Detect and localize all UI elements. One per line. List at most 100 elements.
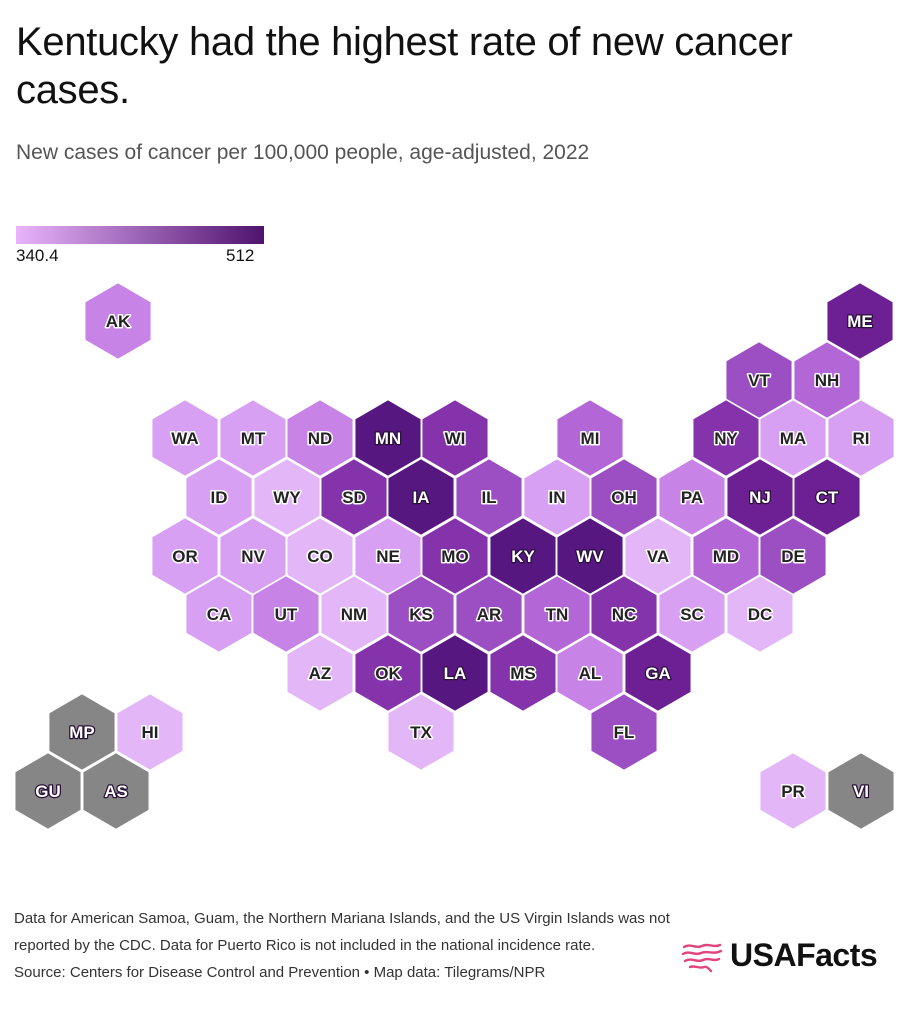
- state-label: VI: [853, 782, 869, 801]
- legend-gradient-bar: [16, 226, 264, 244]
- state-hex-shape: [81, 751, 151, 831]
- state-hex-pa: PA: [657, 457, 727, 537]
- state-hex-shape: [420, 633, 490, 713]
- state-label: WY: [273, 488, 301, 507]
- state-hex-mn: MN: [353, 398, 423, 478]
- state-hex-shape: [184, 457, 254, 537]
- usafacts-logo[interactable]: USAFacts: [680, 934, 900, 978]
- state-hex-nj: NJ: [725, 457, 795, 537]
- state-label: NV: [241, 547, 265, 566]
- state-label: OR: [172, 547, 198, 566]
- state-hex-ga: GA: [623, 633, 693, 713]
- state-hex-wi: WI: [420, 398, 490, 478]
- state-label: AZ: [309, 664, 332, 683]
- state-label: NY: [714, 429, 738, 448]
- state-hex-shape: [386, 457, 456, 537]
- state-label: HI: [142, 723, 159, 742]
- state-label: DE: [781, 547, 805, 566]
- footnote: Data for American Samoa, Guam, the North…: [14, 905, 674, 986]
- state-hex-shape: [555, 398, 625, 478]
- state-hex-shape: [589, 457, 659, 537]
- state-label: AK: [106, 312, 131, 331]
- state-label: PA: [681, 488, 703, 507]
- state-label: MD: [713, 547, 739, 566]
- state-label: LA: [444, 664, 467, 683]
- state-hex-shape: [454, 457, 524, 537]
- state-hex-shape: [386, 574, 456, 654]
- state-hex-fl: FL: [589, 692, 659, 772]
- state-label: KY: [511, 547, 535, 566]
- state-hex-shape: [115, 692, 185, 772]
- state-label: ND: [308, 429, 333, 448]
- state-hex-shape: [589, 574, 659, 654]
- state-label: SD: [342, 488, 366, 507]
- state-label: IN: [549, 488, 566, 507]
- state-hex-shape: [623, 633, 693, 713]
- state-hex-shape: [758, 398, 828, 478]
- state-hex-sc: SC: [657, 574, 727, 654]
- state-hex-de: DE: [758, 516, 828, 596]
- state-label: CO: [307, 547, 333, 566]
- state-hex-mo: MO: [420, 516, 490, 596]
- state-label: AS: [104, 782, 128, 801]
- state-hex-shape: [251, 574, 321, 654]
- state-label: RI: [853, 429, 870, 448]
- state-hex-nh: NH: [792, 340, 862, 420]
- state-hex-shape: [386, 692, 456, 772]
- state-hex-shape: [150, 398, 220, 478]
- state-hex-ak: AK: [83, 281, 153, 361]
- state-hex-ma: MA: [758, 398, 828, 478]
- state-hex-wy: WY: [252, 457, 322, 537]
- state-label: MN: [375, 429, 401, 448]
- state-hex-as: AS: [81, 751, 151, 831]
- state-hex-wa: WA: [150, 398, 220, 478]
- state-label: ME: [847, 312, 873, 331]
- hex-tile-map: AK ME VT NH WA MT ND MN WI MI NY MA RI ID WY SD IA IL IN OH…: [13, 281, 896, 831]
- state-hex-il: IL: [454, 457, 524, 537]
- state-label: MT: [241, 429, 266, 448]
- state-hex-oh: OH: [589, 457, 659, 537]
- footnote-note: Data for American Samoa, Guam, the North…: [14, 910, 670, 954]
- state-label: MI: [581, 429, 600, 448]
- state-hex-tx: TX: [386, 692, 456, 772]
- state-hex-shape: [47, 692, 117, 772]
- legend-max-label: 512: [226, 246, 255, 265]
- state-label: SC: [680, 605, 704, 624]
- state-hex-ms: MS: [488, 633, 558, 713]
- state-label: IL: [481, 488, 496, 507]
- state-label: GA: [645, 664, 671, 683]
- state-hex-tn: TN: [522, 574, 592, 654]
- state-label: TX: [410, 723, 432, 742]
- state-label: GU: [35, 782, 61, 801]
- state-hex-mi: MI: [555, 398, 625, 478]
- state-hex-shape: [13, 751, 83, 831]
- state-hex-ri: RI: [826, 398, 896, 478]
- state-hex-shape: [758, 751, 828, 831]
- state-label: WI: [445, 429, 466, 448]
- state-label: AL: [579, 664, 602, 683]
- state-hex-shape: [825, 281, 895, 361]
- state-hex-shape: [589, 692, 659, 772]
- state-hex-vt: VT: [724, 340, 794, 420]
- state-hex-shape: [657, 574, 727, 654]
- legend-min-label: 340.4: [16, 246, 59, 265]
- state-label: FL: [614, 723, 635, 742]
- state-hex-nm: NM: [319, 574, 389, 654]
- state-label: NM: [341, 605, 367, 624]
- state-label: NE: [376, 547, 400, 566]
- state-label: NC: [612, 605, 637, 624]
- state-hex-shape: [83, 281, 153, 361]
- state-hex-me: ME: [825, 281, 895, 361]
- state-hex-nd: ND: [285, 398, 355, 478]
- chart-title: Kentucky had the highest rate of new can…: [16, 20, 793, 112]
- state-hex-la: LA: [420, 633, 490, 713]
- state-hex-shape: [657, 457, 727, 537]
- state-hex-az: AZ: [285, 633, 355, 713]
- chart-subtitle: New cases of cancer per 100,000 people, …: [16, 141, 590, 164]
- state-hex-id: ID: [184, 457, 254, 537]
- state-label: NH: [815, 371, 840, 390]
- state-label: ID: [211, 488, 228, 507]
- state-label: KS: [409, 605, 433, 624]
- state-hex-ct: CT: [792, 457, 862, 537]
- state-label: WA: [171, 429, 198, 448]
